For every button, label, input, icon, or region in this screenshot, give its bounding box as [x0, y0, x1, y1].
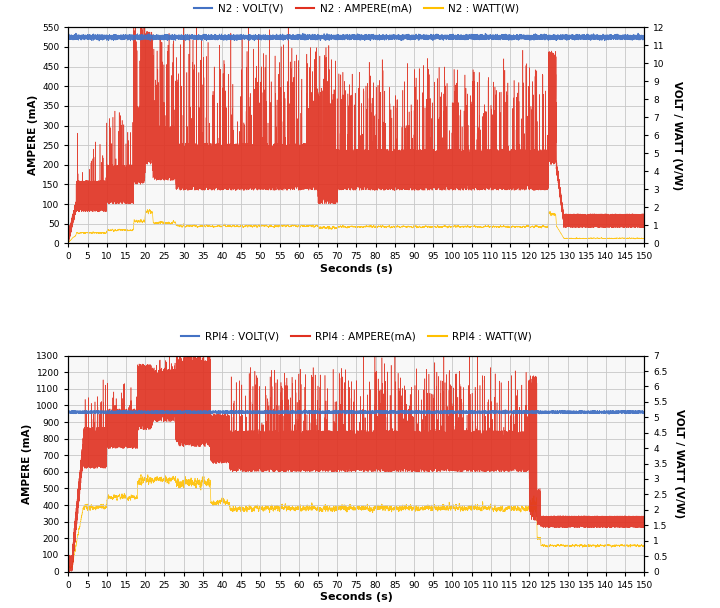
Y-axis label: AMPERE (mA): AMPERE (mA) — [22, 423, 32, 503]
X-axis label: Seconds (s): Seconds (s) — [320, 264, 393, 274]
Y-axis label: VOLT / WATT (V/W): VOLT / WATT (V/W) — [672, 81, 682, 190]
Legend: N2 : VOLT(V), N2 : AMPERE(mA), N2 : WATT(W): N2 : VOLT(V), N2 : AMPERE(mA), N2 : WATT… — [189, 0, 523, 18]
Legend: RPI4 : VOLT(V), RPI4 : AMPERE(mA), RPI4 : WATT(W): RPI4 : VOLT(V), RPI4 : AMPERE(mA), RPI4 … — [176, 327, 536, 346]
Y-axis label: VOLT / WATT (V/W): VOLT / WATT (V/W) — [675, 409, 685, 518]
Y-axis label: AMPERE (mA): AMPERE (mA) — [28, 95, 38, 176]
X-axis label: Seconds (s): Seconds (s) — [320, 592, 393, 603]
